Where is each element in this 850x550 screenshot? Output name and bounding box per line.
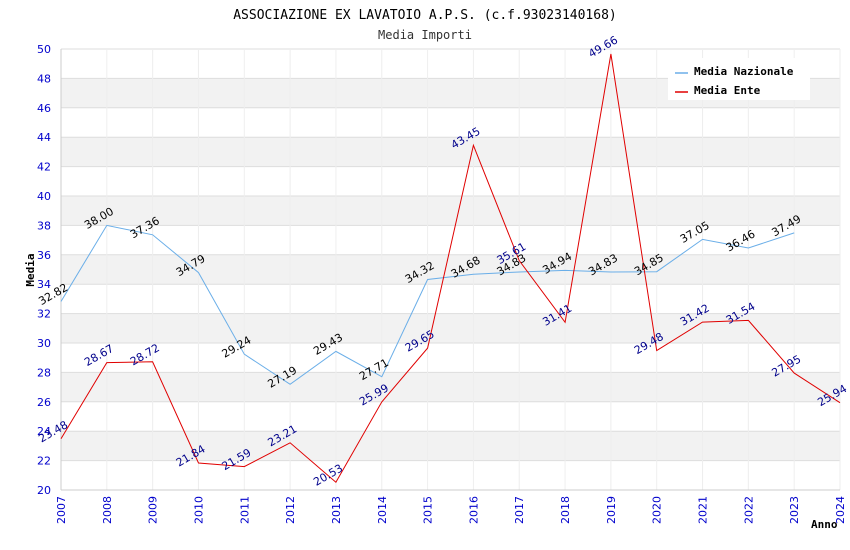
axes xyxy=(60,49,840,491)
y-tick-label: 38 xyxy=(37,219,51,232)
x-tick-label: 2012 xyxy=(284,496,297,524)
x-tick-label: 2008 xyxy=(101,496,114,524)
chart-subtitle: Media Importi xyxy=(378,28,472,42)
y-tick-label: 22 xyxy=(37,455,51,468)
x-tick-label: 2019 xyxy=(605,496,618,524)
x-tick-label: 2018 xyxy=(559,496,572,524)
y-tick-label: 34 xyxy=(37,278,51,291)
y-tick-label: 26 xyxy=(37,396,51,409)
legend-label-media-ente: Media Ente xyxy=(694,84,761,97)
legend-box xyxy=(668,58,810,100)
grid-band xyxy=(61,196,840,226)
x-tick-label: 2021 xyxy=(697,496,710,524)
x-tick-label: 2020 xyxy=(651,496,664,524)
legend-label-media-nazionale: Media Nazionale xyxy=(694,65,794,78)
x-tick-label: 2009 xyxy=(147,496,160,524)
y-tick-label: 30 xyxy=(37,337,51,350)
x-tick-label: 2017 xyxy=(513,496,526,524)
series-line-media-nazionale xyxy=(60,224,795,385)
y-tick-label: 48 xyxy=(37,72,51,85)
x-tick-label: 2011 xyxy=(238,496,251,524)
series-line-media-ente xyxy=(60,53,841,483)
x-tick-label: 2007 xyxy=(55,496,68,524)
x-axis-label: Anno xyxy=(811,518,838,531)
chart-title: ASSOCIAZIONE EX LAVATOIO A.P.S. (c.f.930… xyxy=(233,8,617,23)
y-tick-label: 36 xyxy=(37,249,51,262)
y-tick-label: 46 xyxy=(37,102,51,115)
x-tick-label: 2022 xyxy=(742,496,755,524)
legend: Media Nazionale Media Ente xyxy=(668,58,810,100)
y-axis-label: Media xyxy=(24,253,37,286)
y-tick-label: 32 xyxy=(37,308,51,321)
x-tick-label: 2010 xyxy=(192,496,205,524)
x-tick-label: 2023 xyxy=(788,496,801,524)
x-tick-label: 2014 xyxy=(376,496,389,524)
y-tick-label: 40 xyxy=(37,190,51,203)
y-tick-labels: 20 22 24 26 28 30 32 34 36 38 40 42 44 46 48 50 xyxy=(37,43,51,497)
x-tick-label: 2016 xyxy=(467,496,480,524)
grid-band xyxy=(61,372,840,402)
grid-bands xyxy=(61,78,840,461)
series-lines xyxy=(60,53,841,483)
grid-band xyxy=(61,254,840,285)
y-tick-label: 28 xyxy=(37,366,51,379)
x-tick-label: 2024 xyxy=(834,496,847,524)
x-tick-label: 2015 xyxy=(422,496,435,524)
y-tick-label: 50 xyxy=(37,43,51,56)
y-tick-label: 24 xyxy=(37,425,51,438)
y-tick-label: 20 xyxy=(37,484,51,497)
grid-band xyxy=(61,137,840,167)
y-tick-label: 44 xyxy=(37,131,51,144)
x-tick-labels: 2007 2008 2009 2010 2011 2012 2013 2014 2015 2016… xyxy=(55,496,847,524)
y-tick-label: 42 xyxy=(37,161,51,174)
x-tick-label: 2013 xyxy=(330,496,343,524)
grid-band xyxy=(61,313,840,343)
